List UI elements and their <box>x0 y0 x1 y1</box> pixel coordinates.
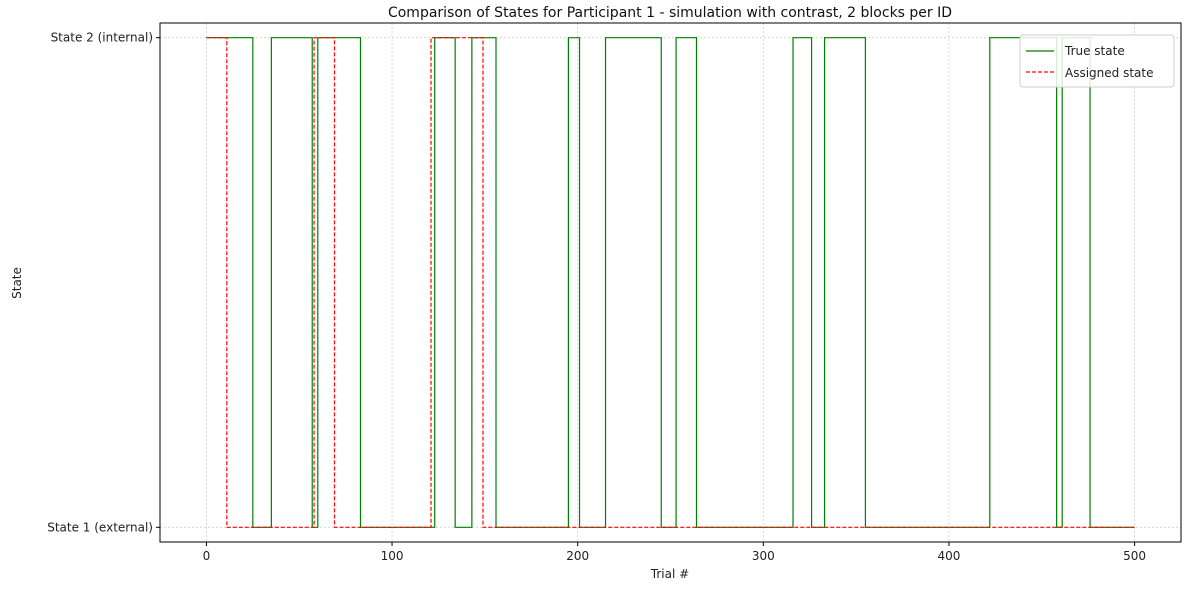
series-lines <box>206 37 1135 528</box>
y-axis-label: State <box>10 267 24 299</box>
assigned-state-line <box>206 37 1135 528</box>
grid-lines <box>160 23 1181 542</box>
true-state-line <box>206 37 1135 528</box>
y-axis-ticks: State 1 (external) State 2 (internal) <box>47 31 160 534</box>
x-tick-label: 0 <box>203 549 211 563</box>
x-tick-label: 400 <box>938 549 961 563</box>
legend-box <box>1019 34 1175 88</box>
chart-title: Comparison of States for Participant 1 -… <box>388 5 952 21</box>
plot-frame <box>159 22 1182 543</box>
legend-label-assigned-state: Assigned state <box>1065 66 1153 80</box>
x-axis-label: Trial # <box>650 567 689 581</box>
y-tick-label: State 1 (external) <box>47 520 153 534</box>
x-tick-label: 200 <box>566 549 589 563</box>
x-axis-ticks: 0 100 200 300 400 500 <box>203 542 1146 563</box>
x-tick-label: 100 <box>381 549 404 563</box>
legend: True state Assigned state <box>1019 34 1175 88</box>
x-tick-label: 500 <box>1123 549 1146 563</box>
legend-label-true-state: True state <box>1064 44 1125 58</box>
x-tick-label: 300 <box>752 549 775 563</box>
y-tick-label: State 2 (internal) <box>51 31 153 45</box>
